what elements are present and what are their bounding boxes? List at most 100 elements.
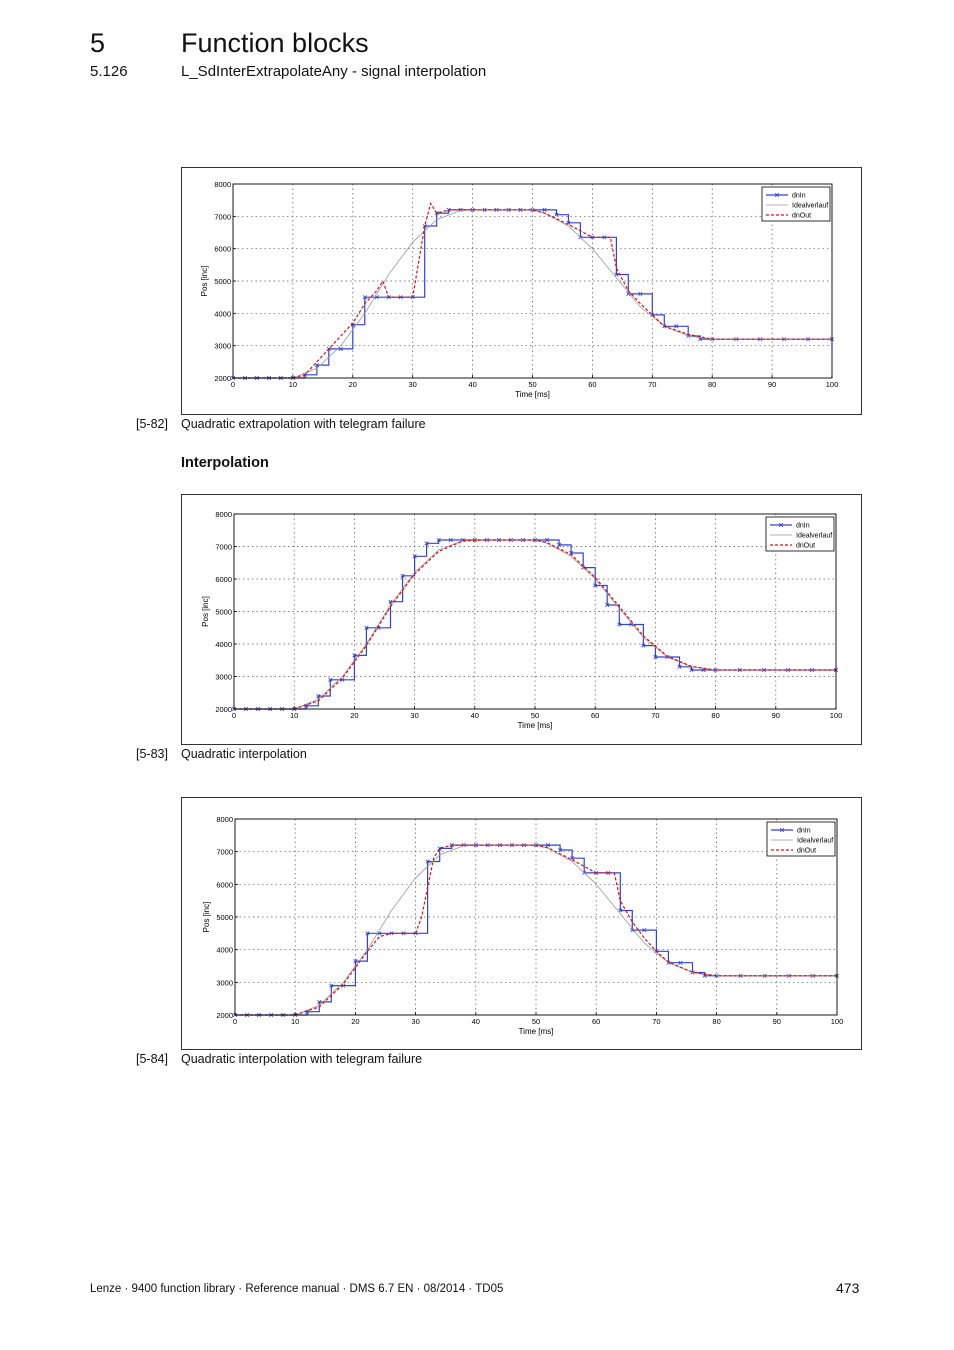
footer-text: Lenze · 9400 function library · Referenc… [90, 1283, 504, 1295]
data-point-marker [338, 346, 343, 351]
x-tick-label: 100 [830, 711, 843, 720]
x-tick-label: 0 [232, 711, 236, 720]
caption-text: Quadratic extrapolation with telegram fa… [181, 417, 426, 431]
legend-label: dnIn [796, 523, 810, 530]
y-tick-label: 3000 [214, 342, 231, 351]
y-tick-label: 7000 [216, 848, 233, 857]
chapter-number: 5 [90, 28, 106, 58]
axes-frame [233, 513, 837, 710]
chart-5-82: 0 10 20 30 40 50 60 70 80 90 100 2000 3000 4000 5000 60… [200, 180, 839, 399]
x-tick-label: 70 [651, 711, 659, 720]
data-point-marker [556, 542, 562, 547]
y-tick-label: 4000 [214, 309, 231, 318]
data-point-marker [352, 653, 357, 658]
x-tick-label: 20 [351, 1017, 359, 1026]
data-point-marker [316, 693, 321, 699]
data-point-marker [436, 537, 441, 543]
data-point-marker [544, 537, 550, 543]
x-tick-label: 40 [472, 1017, 480, 1026]
y-tick-label: 2000 [214, 374, 231, 383]
x-tick-label: 70 [652, 1017, 660, 1026]
y-axis-label: Pos [inc] [201, 596, 210, 627]
data-point-marker [554, 212, 559, 217]
data-point-marker [545, 843, 551, 848]
y-tick-label: 7000 [214, 212, 231, 221]
data-point-marker [328, 677, 333, 682]
data-point-marker [400, 573, 405, 578]
x-tick-label: 30 [410, 711, 418, 720]
legend-label: dnOut [792, 213, 811, 220]
x-axis-label: Time [ms] [519, 1027, 554, 1036]
axes-frame [232, 183, 833, 379]
data-point-marker [413, 931, 418, 936]
data-point-marker [365, 931, 370, 936]
data-point-marker [412, 554, 417, 559]
legend-label: dnIn [797, 828, 811, 835]
data-point-marker [678, 960, 683, 965]
y-tick-label: 8000 [216, 815, 233, 824]
data-point-marker [448, 537, 453, 543]
caption-text: Quadratic interpolation [181, 747, 307, 761]
x-tick-label: 100 [831, 1017, 844, 1026]
legend-label: Idealverlauf [797, 838, 833, 845]
data-point-marker [317, 999, 322, 1005]
x-tick-label: 100 [826, 380, 839, 389]
caption-5-84: [5-84] Quadratic interpolation with teleg… [136, 1052, 422, 1066]
y-tick-label: 4000 [215, 640, 232, 649]
y-tick-label: 2000 [215, 705, 232, 714]
chart-5-84: 0 10 20 30 40 50 60 70 80 90 100 2000 3000 4000 5000 60… [202, 815, 844, 1036]
x-axis-label: Time [ms] [518, 721, 553, 730]
y-tick-label: 5000 [216, 913, 233, 922]
legend-label: dnOut [797, 848, 816, 855]
legend-marker [779, 827, 785, 833]
x-tick-label: 60 [588, 380, 596, 389]
y-tick-label: 3000 [215, 673, 232, 682]
caption-number: [5-84] [136, 1052, 168, 1066]
x-tick-label: 50 [531, 711, 539, 720]
data-point-marker [642, 927, 647, 933]
y-tick-label: 5000 [214, 277, 231, 286]
x-tick-label: 0 [231, 380, 235, 389]
data-point-marker [617, 622, 622, 627]
legend-label: Idealverlauf [796, 533, 832, 540]
figure-5-83: 0 10 20 30 40 50 60 70 80 90 100 2000 3000 4000 5000 60… [181, 494, 862, 745]
series-dnout [234, 539, 836, 710]
section-title: L_SdInterExtrapolateAny - signal interpo… [181, 63, 487, 80]
x-tick-label: 90 [772, 711, 780, 720]
y-tick-label: 2000 [216, 1011, 233, 1020]
y-tick-label: 6000 [214, 245, 231, 254]
data-point-marker [362, 295, 367, 300]
x-tick-label: 80 [712, 1017, 720, 1026]
header-separator: ________________________________________… [90, 112, 862, 126]
x-tick-label: 30 [411, 1017, 419, 1026]
data-point-marker [689, 667, 694, 673]
axes-frame [234, 818, 838, 1016]
x-tick-label: 90 [768, 380, 776, 389]
series-dnout [233, 201, 832, 379]
y-tick-label: 8000 [214, 180, 231, 189]
data-point-marker [422, 223, 427, 229]
data-point-marker [629, 622, 634, 627]
data-point-marker [398, 295, 403, 300]
legend-label: Idealverlauf [792, 203, 828, 210]
x-tick-label: 10 [289, 380, 297, 389]
figure-5-84: 0 10 20 30 40 50 60 70 80 90 100 2000 3000 4000 5000 60… [181, 797, 862, 1050]
data-point-marker [557, 847, 563, 853]
figure-5-82: 0 10 20 30 40 50 60 70 80 90 100 2000 3000 4000 5000 60… [181, 167, 862, 415]
data-point-marker [630, 927, 635, 933]
y-tick-label: 5000 [215, 608, 232, 617]
x-tick-label: 70 [648, 380, 656, 389]
x-tick-label: 30 [409, 380, 417, 389]
caption-number: [5-83] [136, 747, 168, 761]
caption-5-83: [5-83] Quadratic interpolation [136, 747, 307, 761]
data-point-marker [606, 870, 611, 875]
y-axis-label: Pos [inc] [202, 902, 211, 933]
legend-marker [774, 192, 780, 198]
data-point-marker [570, 856, 575, 861]
y-tick-label: 6000 [216, 880, 233, 889]
data-point-marker [542, 207, 547, 212]
data-point-marker [329, 983, 334, 988]
y-tick-label: 3000 [216, 978, 233, 987]
x-tick-label: 60 [591, 711, 599, 720]
x-tick-label: 20 [350, 711, 358, 720]
